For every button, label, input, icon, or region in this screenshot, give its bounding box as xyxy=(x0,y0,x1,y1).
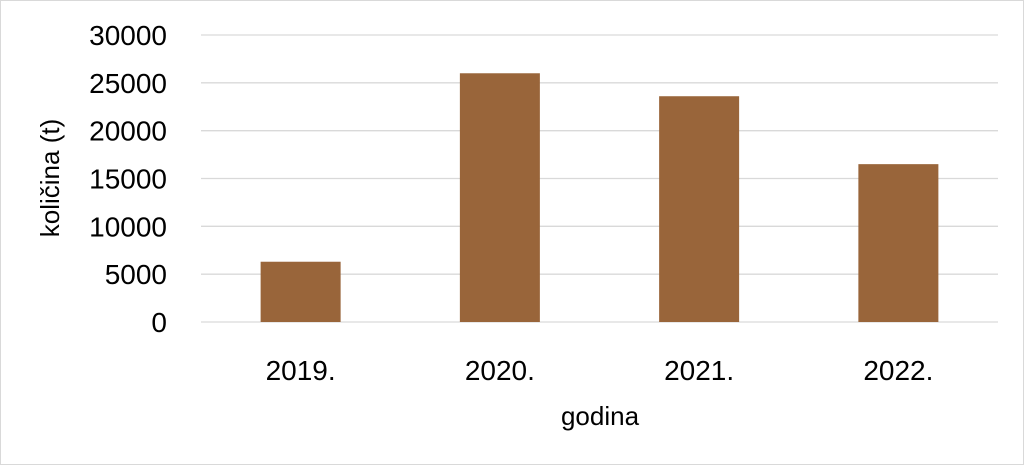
bar-2019 xyxy=(260,261,341,322)
x-axis-ticks: 2019. 2020. 2021. 2022. xyxy=(266,355,934,386)
y-tick-label: 25000 xyxy=(89,68,167,99)
y-tick-label: 15000 xyxy=(89,164,167,195)
bar-series xyxy=(260,73,939,323)
y-tick-label: 0 xyxy=(151,307,167,338)
bar-2020 xyxy=(459,73,540,323)
bar-2022 xyxy=(858,164,939,322)
y-axis-ticks: 0 5000 10000 15000 20000 25000 30000 xyxy=(89,20,167,338)
y-tick-label: 20000 xyxy=(89,116,167,147)
y-axis-title: količina (t) xyxy=(35,119,65,237)
bar-2021 xyxy=(659,96,740,322)
x-axis-title: godina xyxy=(561,401,640,431)
x-tick-label: 2022. xyxy=(863,355,933,386)
y-tick-label: 30000 xyxy=(89,20,167,51)
y-tick-label: 10000 xyxy=(89,211,167,242)
x-tick-label: 2021. xyxy=(664,355,734,386)
y-tick-label: 5000 xyxy=(105,259,167,290)
x-tick-label: 2020. xyxy=(465,355,535,386)
x-tick-label: 2019. xyxy=(266,355,336,386)
